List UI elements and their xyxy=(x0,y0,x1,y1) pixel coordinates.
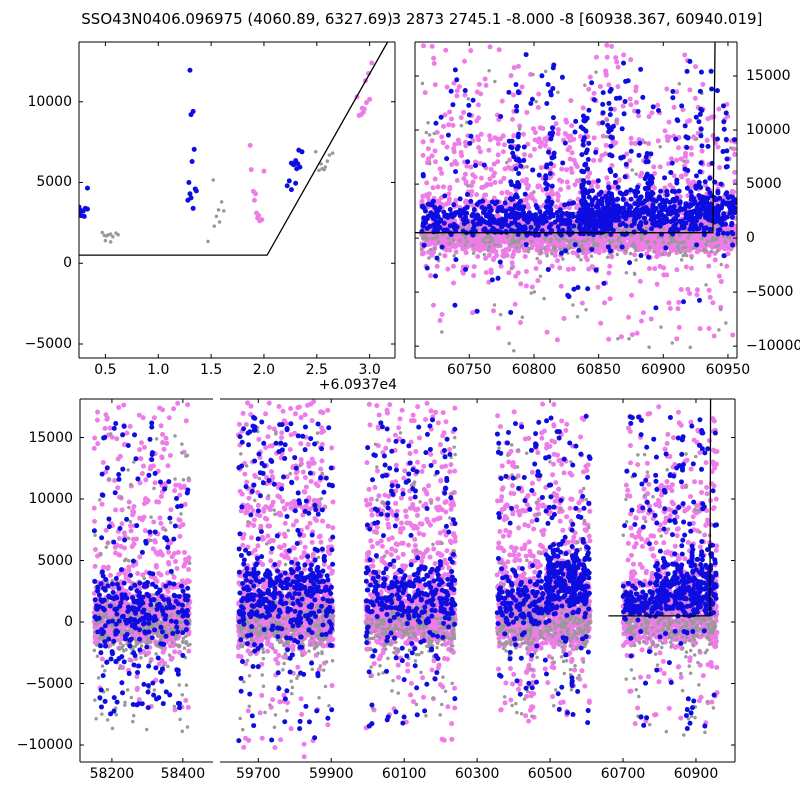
bottom_right-x-tick-label: 60100 xyxy=(381,766,427,782)
topleft-x-tick-label: 2.0 xyxy=(252,362,276,378)
topleft-y-tick-label: 5000 xyxy=(36,174,72,191)
topright-x-tick-label: 60750 xyxy=(447,362,492,378)
bottom_right-x-tick-label: 59700 xyxy=(236,766,281,782)
topright-x-tick-label: 60850 xyxy=(576,362,621,378)
bottom_left-y-tick-label: 5000 xyxy=(37,552,73,569)
topright-y-tick-label: 15000 xyxy=(746,68,791,85)
bottom_left-y-tick-label: 15000 xyxy=(28,429,73,446)
topleft-y-tick-label: 10000 xyxy=(27,93,72,110)
topleft-x-tick-label: 0.5 xyxy=(94,362,117,378)
bottom_left-y-tick-label: −10000 xyxy=(16,737,73,754)
bottom_right-x-tick-label: 59900 xyxy=(308,766,354,782)
left-plot-title: SSO43N0406.096975 (4060.89, 6327.69) xyxy=(81,10,393,28)
bottom_left-y-tick-label: 10000 xyxy=(28,491,73,507)
bottom_left-y-tick-label: 0 xyxy=(64,614,73,630)
topleft-x-tick-label: 1.0 xyxy=(147,362,170,378)
topright-y-tick-label: −10000 xyxy=(746,338,800,355)
topright-y-tick-label: 5000 xyxy=(746,176,782,193)
topright-x-tick-label: 60800 xyxy=(511,362,557,378)
bottom_left-y-tick-label: −5000 xyxy=(25,675,73,692)
topleft-x-tick-label: 2.5 xyxy=(305,362,328,378)
bottom_right-x-tick-label: 60700 xyxy=(600,766,646,782)
bottom_right-x-tick-label: 60900 xyxy=(673,766,719,782)
bottom_left-x-tick-label: 58200 xyxy=(89,766,135,782)
topleft-y-tick-label: −5000 xyxy=(24,335,72,352)
topright-y-tick-label: 10000 xyxy=(746,122,791,139)
topright-x-tick-label: 60900 xyxy=(641,362,686,378)
topright-y-tick-label: 0 xyxy=(746,230,755,247)
bottom_left-x-tick-label: 58400 xyxy=(160,766,206,782)
bottom_right-x-tick-label: 60500 xyxy=(527,766,573,782)
topright-x-tick-label: 60950 xyxy=(705,362,751,378)
topleft-x-tick-label: 3.0 xyxy=(358,362,381,378)
topright-y-tick-label: −5000 xyxy=(746,284,794,301)
right-plot-title: 3 2873 2745.1 -8.000 -8 [60938.367, 6094… xyxy=(391,10,763,28)
topleft-x-tick-label: 1.5 xyxy=(199,362,223,378)
x-axis-offset-label: +6.0937e4 xyxy=(318,377,397,393)
bottom_right-x-tick-label: 60300 xyxy=(454,766,500,782)
topleft-y-tick-label: 0 xyxy=(63,255,72,272)
